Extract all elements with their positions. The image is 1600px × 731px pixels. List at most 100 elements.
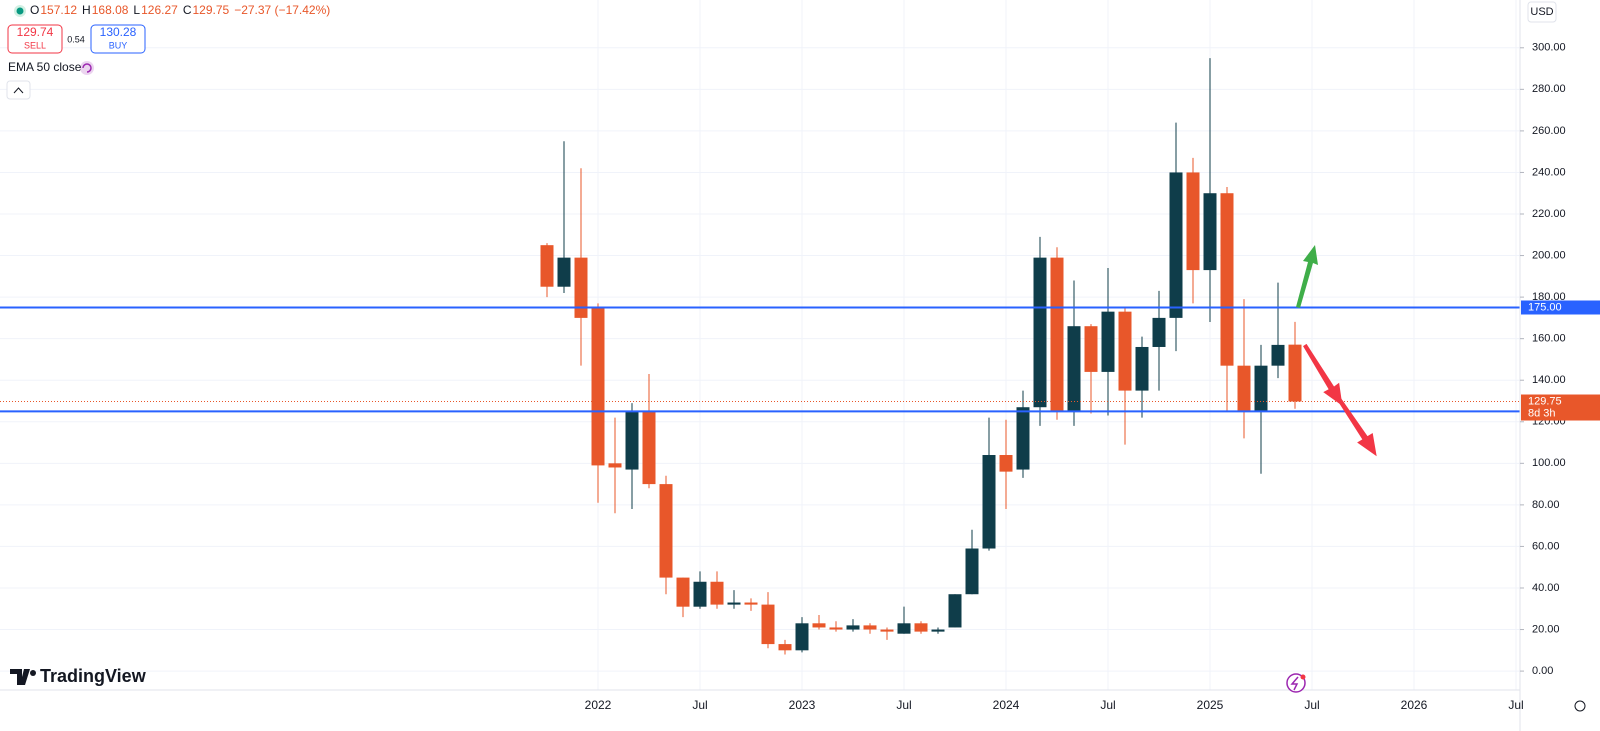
sell-label: SELL	[24, 40, 46, 50]
last-price-box	[1521, 394, 1600, 421]
candle-body	[1152, 317, 1166, 347]
axes: 0.0020.0040.0060.0080.00100.00120.00140.…	[585, 42, 1600, 712]
candle-body	[880, 629, 894, 632]
candle-body	[948, 594, 962, 628]
candle-body	[659, 484, 673, 578]
y-tick-label: 180.00	[1532, 291, 1566, 303]
sell-button[interactable]	[7, 24, 63, 54]
spread: 0.54	[67, 34, 85, 44]
logo-dot	[30, 670, 36, 676]
x-tick-label: 2026	[1401, 698, 1428, 712]
sell-price: 129.74	[17, 25, 54, 39]
candle-body	[557, 257, 571, 287]
candle-body	[727, 602, 741, 605]
green-arrow	[1296, 245, 1318, 308]
indicator-name: EMA 50 close	[8, 60, 82, 74]
candle-body	[812, 623, 826, 628]
candle-body	[1220, 193, 1234, 366]
ohlc-value: 168.08	[92, 3, 129, 17]
buy-price: 130.28	[100, 25, 137, 39]
y-tick-label: 220.00	[1532, 208, 1566, 220]
ohlc-key: L	[133, 3, 140, 17]
indicator-icon[interactable]	[82, 63, 92, 73]
y-tick-label: 260.00	[1532, 125, 1566, 137]
event-icon[interactable]	[1286, 673, 1306, 693]
candle-body	[778, 644, 792, 651]
settings-icon[interactable]	[1574, 700, 1586, 712]
candle-body	[1118, 311, 1132, 391]
y-tick-label: 20.00	[1532, 623, 1560, 635]
candle-body	[1050, 257, 1064, 412]
y-tick-label: 200.00	[1532, 249, 1566, 261]
y-tick-label: 140.00	[1532, 374, 1566, 386]
candle-body	[761, 604, 775, 645]
candle-body	[1237, 365, 1251, 412]
red-arrow	[1303, 343, 1343, 406]
collapse-button[interactable]	[6, 80, 31, 100]
candle-body	[1067, 326, 1081, 412]
y-tick-label: 100.00	[1532, 457, 1566, 469]
grid	[0, 0, 1520, 690]
x-tick-label: Jul	[1304, 698, 1319, 712]
ohlc-value: 126.27	[141, 3, 178, 17]
status-dot	[16, 7, 24, 15]
ohlc-value: 157.12	[40, 3, 77, 17]
candle-body	[999, 455, 1013, 472]
event-badge	[1300, 674, 1306, 680]
candle-body	[1254, 365, 1268, 412]
currency-button[interactable]	[1527, 1, 1557, 23]
y-tick-label: 80.00	[1532, 499, 1560, 511]
candle-body	[982, 455, 996, 549]
candle-body	[642, 411, 656, 485]
candle-body	[965, 548, 979, 595]
buy-button[interactable]	[90, 24, 146, 54]
collapse-caret	[13, 87, 24, 94]
ohlc-key: O	[30, 3, 39, 17]
change: −27.37 (−17.42%)	[234, 3, 330, 17]
candle-body	[540, 245, 554, 287]
candle-body	[1203, 193, 1217, 271]
candle-body	[1288, 344, 1302, 402]
candle-body	[676, 577, 690, 607]
candle-body	[846, 625, 860, 630]
currency: USD	[1530, 6, 1553, 18]
candles	[0, 58, 1520, 655]
candle-body	[897, 623, 911, 634]
candle-body	[608, 463, 622, 468]
last-price-label: 129.75	[1528, 395, 1562, 407]
candle-body	[591, 307, 605, 466]
candle-body	[1135, 346, 1149, 391]
candle-body	[1016, 407, 1030, 470]
x-tick-label: Jul	[692, 698, 707, 712]
x-tick-label: 2024	[993, 698, 1020, 712]
y-tick-label: 300.00	[1532, 42, 1566, 54]
ohlc-key: C	[183, 3, 192, 17]
y-tick-label: 40.00	[1532, 582, 1560, 594]
ohlc-value: 129.75	[192, 3, 229, 17]
y-tick-label: 240.00	[1532, 166, 1566, 178]
candle-body	[1101, 311, 1115, 372]
logo-mark	[10, 669, 30, 685]
price-label: 175.00	[1528, 301, 1562, 313]
event-bolt	[1290, 676, 1299, 691]
x-tick-label: Jul	[1100, 698, 1115, 712]
candle-body	[1186, 172, 1200, 271]
buy-label: BUY	[109, 40, 128, 50]
logo-text: TradingView	[40, 666, 147, 686]
drawn-arrows	[1296, 245, 1377, 457]
candle-body	[1271, 344, 1285, 366]
candle-body	[795, 623, 809, 651]
candle-body	[914, 623, 928, 632]
countdown-label: 8d 3h	[1528, 407, 1556, 419]
candle-body	[1169, 172, 1183, 318]
candle-body	[744, 602, 758, 605]
y-tick-label: 60.00	[1532, 540, 1560, 552]
y-tick-label: 160.00	[1532, 333, 1566, 345]
candle-body	[710, 581, 724, 605]
x-tick-label: 2023	[789, 698, 816, 712]
y-tick-label: 280.00	[1532, 83, 1566, 95]
y-tick-label: 0.00	[1532, 665, 1553, 677]
ohlc-key: H	[82, 3, 91, 17]
